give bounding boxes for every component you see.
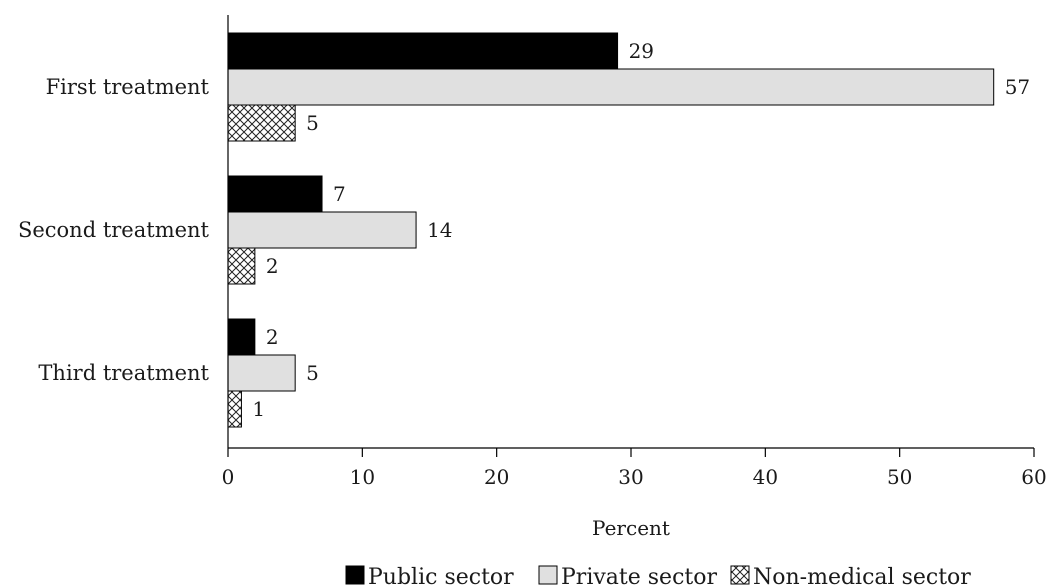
legend-label-non-medical-sector: Non-medical sector [753,565,971,587]
value-label-first-treatment-private-sector: 57 [1005,75,1030,99]
bar-third-treatment-non-medical-sector [227,390,242,428]
x-tick-label-0: 0 [222,465,235,489]
legend-swatch-private-sector [538,565,558,585]
category-labels-group: First treatment Second treatment Third tre… [18,75,210,385]
bar-first-treatment-public-sector [227,32,619,70]
bar-second-treatment-private-sector [227,211,417,249]
value-label-third-treatment-public-sector: 2 [266,325,279,349]
bar-third-treatment-public-sector [227,318,256,356]
bar-second-treatment-non-medical-sector [227,247,256,285]
x-tick-label-50: 50 [887,465,912,489]
x-tick-label-30: 30 [618,465,643,489]
x-tick-label-40: 40 [753,465,778,489]
x-tick-label-20: 20 [484,465,509,489]
x-ticks-group: 0 10 20 30 40 50 60 [222,448,1047,489]
value-label-second-treatment-non-medical-sector: 2 [266,254,279,278]
category-label-second-treatment: Second treatment [18,218,210,242]
x-axis-title: Percent [592,516,670,540]
value-label-first-treatment-public-sector: 29 [629,39,654,63]
value-label-second-treatment-private-sector: 14 [427,218,452,242]
bar-second-treatment-public-sector [227,175,323,213]
legend-label-public-sector: Public sector [368,565,514,587]
legend-swatch-public-sector [345,565,365,585]
legend-swatch-non-medical-sector [730,565,750,585]
x-tick-label-60: 60 [1021,465,1046,489]
value-label-first-treatment-non-medical-sector: 5 [306,111,319,135]
bar-first-treatment-non-medical-sector [227,104,296,142]
bars-group [227,32,995,428]
bar-first-treatment-private-sector [227,68,995,106]
legend: Public sector Private sector Non-medical s… [345,565,971,587]
bar-third-treatment-private-sector [227,354,296,392]
category-label-first-treatment: First treatment [46,75,210,99]
value-label-second-treatment-public-sector: 7 [333,182,346,206]
x-tick-label-10: 10 [350,465,375,489]
value-label-third-treatment-private-sector: 5 [306,361,319,385]
legend-label-private-sector: Private sector [561,565,717,587]
category-label-third-treatment: Third treatment [38,361,209,385]
value-label-third-treatment-non-medical-sector: 1 [252,397,265,421]
